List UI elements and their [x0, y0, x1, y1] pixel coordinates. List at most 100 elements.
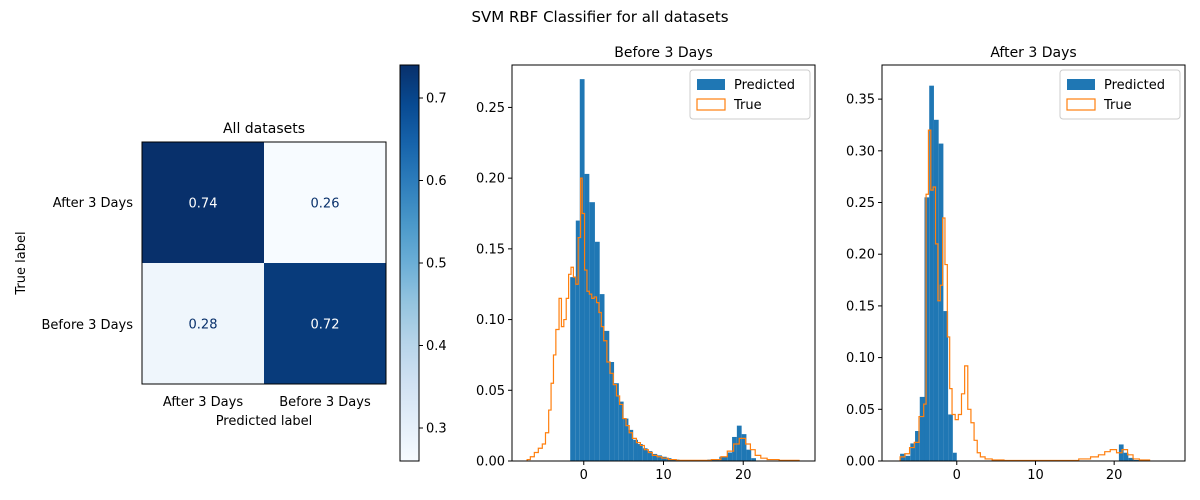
y-tick-label: 0.35	[846, 93, 875, 108]
y-tick-label: 0.15	[476, 242, 505, 257]
cm-cell	[264, 263, 386, 384]
predicted-bar	[647, 451, 653, 461]
predicted-bar	[919, 396, 925, 461]
legend-label-predicted: Predicted	[1104, 78, 1165, 93]
y-tick-label: 0.00	[846, 455, 875, 470]
predicted-bar	[637, 444, 643, 461]
y-tick-label: 0.00	[476, 455, 505, 470]
cm-cell	[142, 142, 264, 263]
cm-cell-label: 0.74	[189, 197, 218, 212]
predicted-bar	[594, 241, 600, 461]
predicted-bar	[707, 459, 720, 461]
predicted-bar	[719, 456, 728, 461]
cm-cell-label: 0.26	[311, 197, 340, 212]
predicted-bar	[933, 119, 939, 462]
legend-label-true: True	[1103, 98, 1132, 113]
x-tick-label: 20	[735, 468, 752, 483]
predicted-bar	[924, 197, 930, 461]
y-tick-label: 0.10	[846, 351, 875, 366]
legend-label-predicted: Predicted	[734, 78, 795, 93]
predicted-bar	[746, 449, 752, 461]
cm-cell-label: 0.28	[189, 318, 218, 333]
axes-frame	[511, 64, 816, 462]
cm-cell	[142, 263, 264, 384]
cm-xtick-label-1: Before 3 Days	[279, 395, 371, 410]
predicted-bar	[905, 455, 911, 461]
predicted-bar	[579, 79, 585, 462]
predicted-bar	[952, 452, 957, 461]
predicted-bar	[570, 277, 576, 461]
hist-title: Before 3 Days	[614, 45, 713, 61]
predicted-bar	[741, 434, 747, 461]
y-tick-label: 0.20	[846, 248, 875, 263]
y-tick-label: 0.10	[476, 313, 505, 328]
y-tick-label: 0.05	[476, 384, 505, 399]
y-tick-label: 0.30	[846, 144, 875, 159]
x-tick-label: 0	[580, 468, 588, 483]
predicted-bar	[1123, 452, 1129, 461]
predicted-bar	[628, 429, 634, 461]
histogram-before-panel: Before 3 Days 0 10 20 0.00 0.05 0.10 0.15 0.20 0.…	[476, 45, 816, 483]
hist-title: After 3 Days	[990, 45, 1076, 61]
predicted-bar	[575, 220, 580, 461]
colorbar-tick-label: 0.5	[426, 257, 447, 272]
y-tick-label: 0.25	[476, 101, 505, 116]
predicted-bar	[661, 456, 667, 461]
predicted-bar	[599, 294, 605, 461]
predicted-bar	[589, 202, 595, 461]
predicted-bar	[652, 453, 658, 461]
cm-xtick-label-0: After 3 Days	[163, 395, 243, 410]
predicted-bar	[671, 459, 680, 461]
predicted-bar	[732, 436, 737, 461]
y-tick-label: 0.25	[846, 196, 875, 211]
colorbar-tick-label: 0.4	[426, 339, 447, 354]
x-tick-label: 20	[1106, 468, 1123, 483]
predicted-bar	[727, 452, 733, 461]
legend-swatch-predicted	[697, 79, 725, 90]
x-tick-label: 0	[953, 468, 961, 483]
y-tick-label: 0.20	[476, 172, 505, 187]
legend-swatch-true	[696, 98, 726, 111]
true-step-line	[899, 129, 1151, 462]
legend-label-true: True	[733, 98, 762, 113]
true-step-line	[526, 177, 800, 461]
y-tick-label: 0.15	[846, 299, 875, 314]
y-tick-label: 0.05	[846, 403, 875, 418]
colorbar	[399, 64, 420, 462]
axes-frame	[881, 64, 1186, 462]
x-tick-label: 10	[655, 468, 672, 483]
colorbar-tick-label: 0.7	[426, 92, 447, 107]
legend-swatch-true	[1066, 98, 1096, 111]
predicted-bar	[948, 414, 953, 461]
colorbar-tick-label: 0.3	[426, 422, 447, 437]
predicted-bar	[623, 418, 629, 461]
histogram-after-panel: After 3 Days 0 10 20 0.00 0.05 0.10 0.15 0.20 0.2…	[846, 45, 1186, 483]
cm-title: All datasets	[223, 121, 305, 137]
predicted-bar	[609, 362, 615, 461]
predicted-bar	[751, 458, 756, 461]
predicted-bar	[915, 431, 920, 461]
predicted-bar	[938, 143, 944, 461]
x-tick-label: 10	[1027, 468, 1044, 483]
cm-xlabel: Predicted label	[216, 414, 313, 429]
cm-ylabel: True label	[14, 231, 29, 295]
cm-ytick-label-1: Before 3 Days	[42, 318, 134, 333]
predicted-bar	[618, 401, 624, 461]
predicted-bar	[614, 383, 619, 461]
legend-swatch-predicted	[1067, 79, 1095, 90]
cm-cell	[264, 142, 386, 263]
confusion-matrix-panel: All datasets 0.74 0.26 0.28 0.72 After 3 Da…	[14, 64, 447, 462]
predicted-bar	[929, 85, 934, 462]
cm-ytick-label-0: After 3 Days	[53, 196, 133, 211]
predicted-bar	[943, 311, 949, 461]
colorbar-tick-label: 0.6	[426, 174, 447, 189]
predicted-bar	[1128, 457, 1134, 461]
cm-cell-label: 0.72	[311, 318, 340, 333]
figure-suptitle: SVM RBF Classifier for all datasets	[471, 8, 728, 26]
cm-frame	[141, 141, 387, 385]
predicted-bar	[910, 443, 916, 461]
predicted-bar	[633, 439, 638, 461]
predicted-bar	[642, 448, 648, 461]
predicted-bar	[604, 330, 610, 461]
